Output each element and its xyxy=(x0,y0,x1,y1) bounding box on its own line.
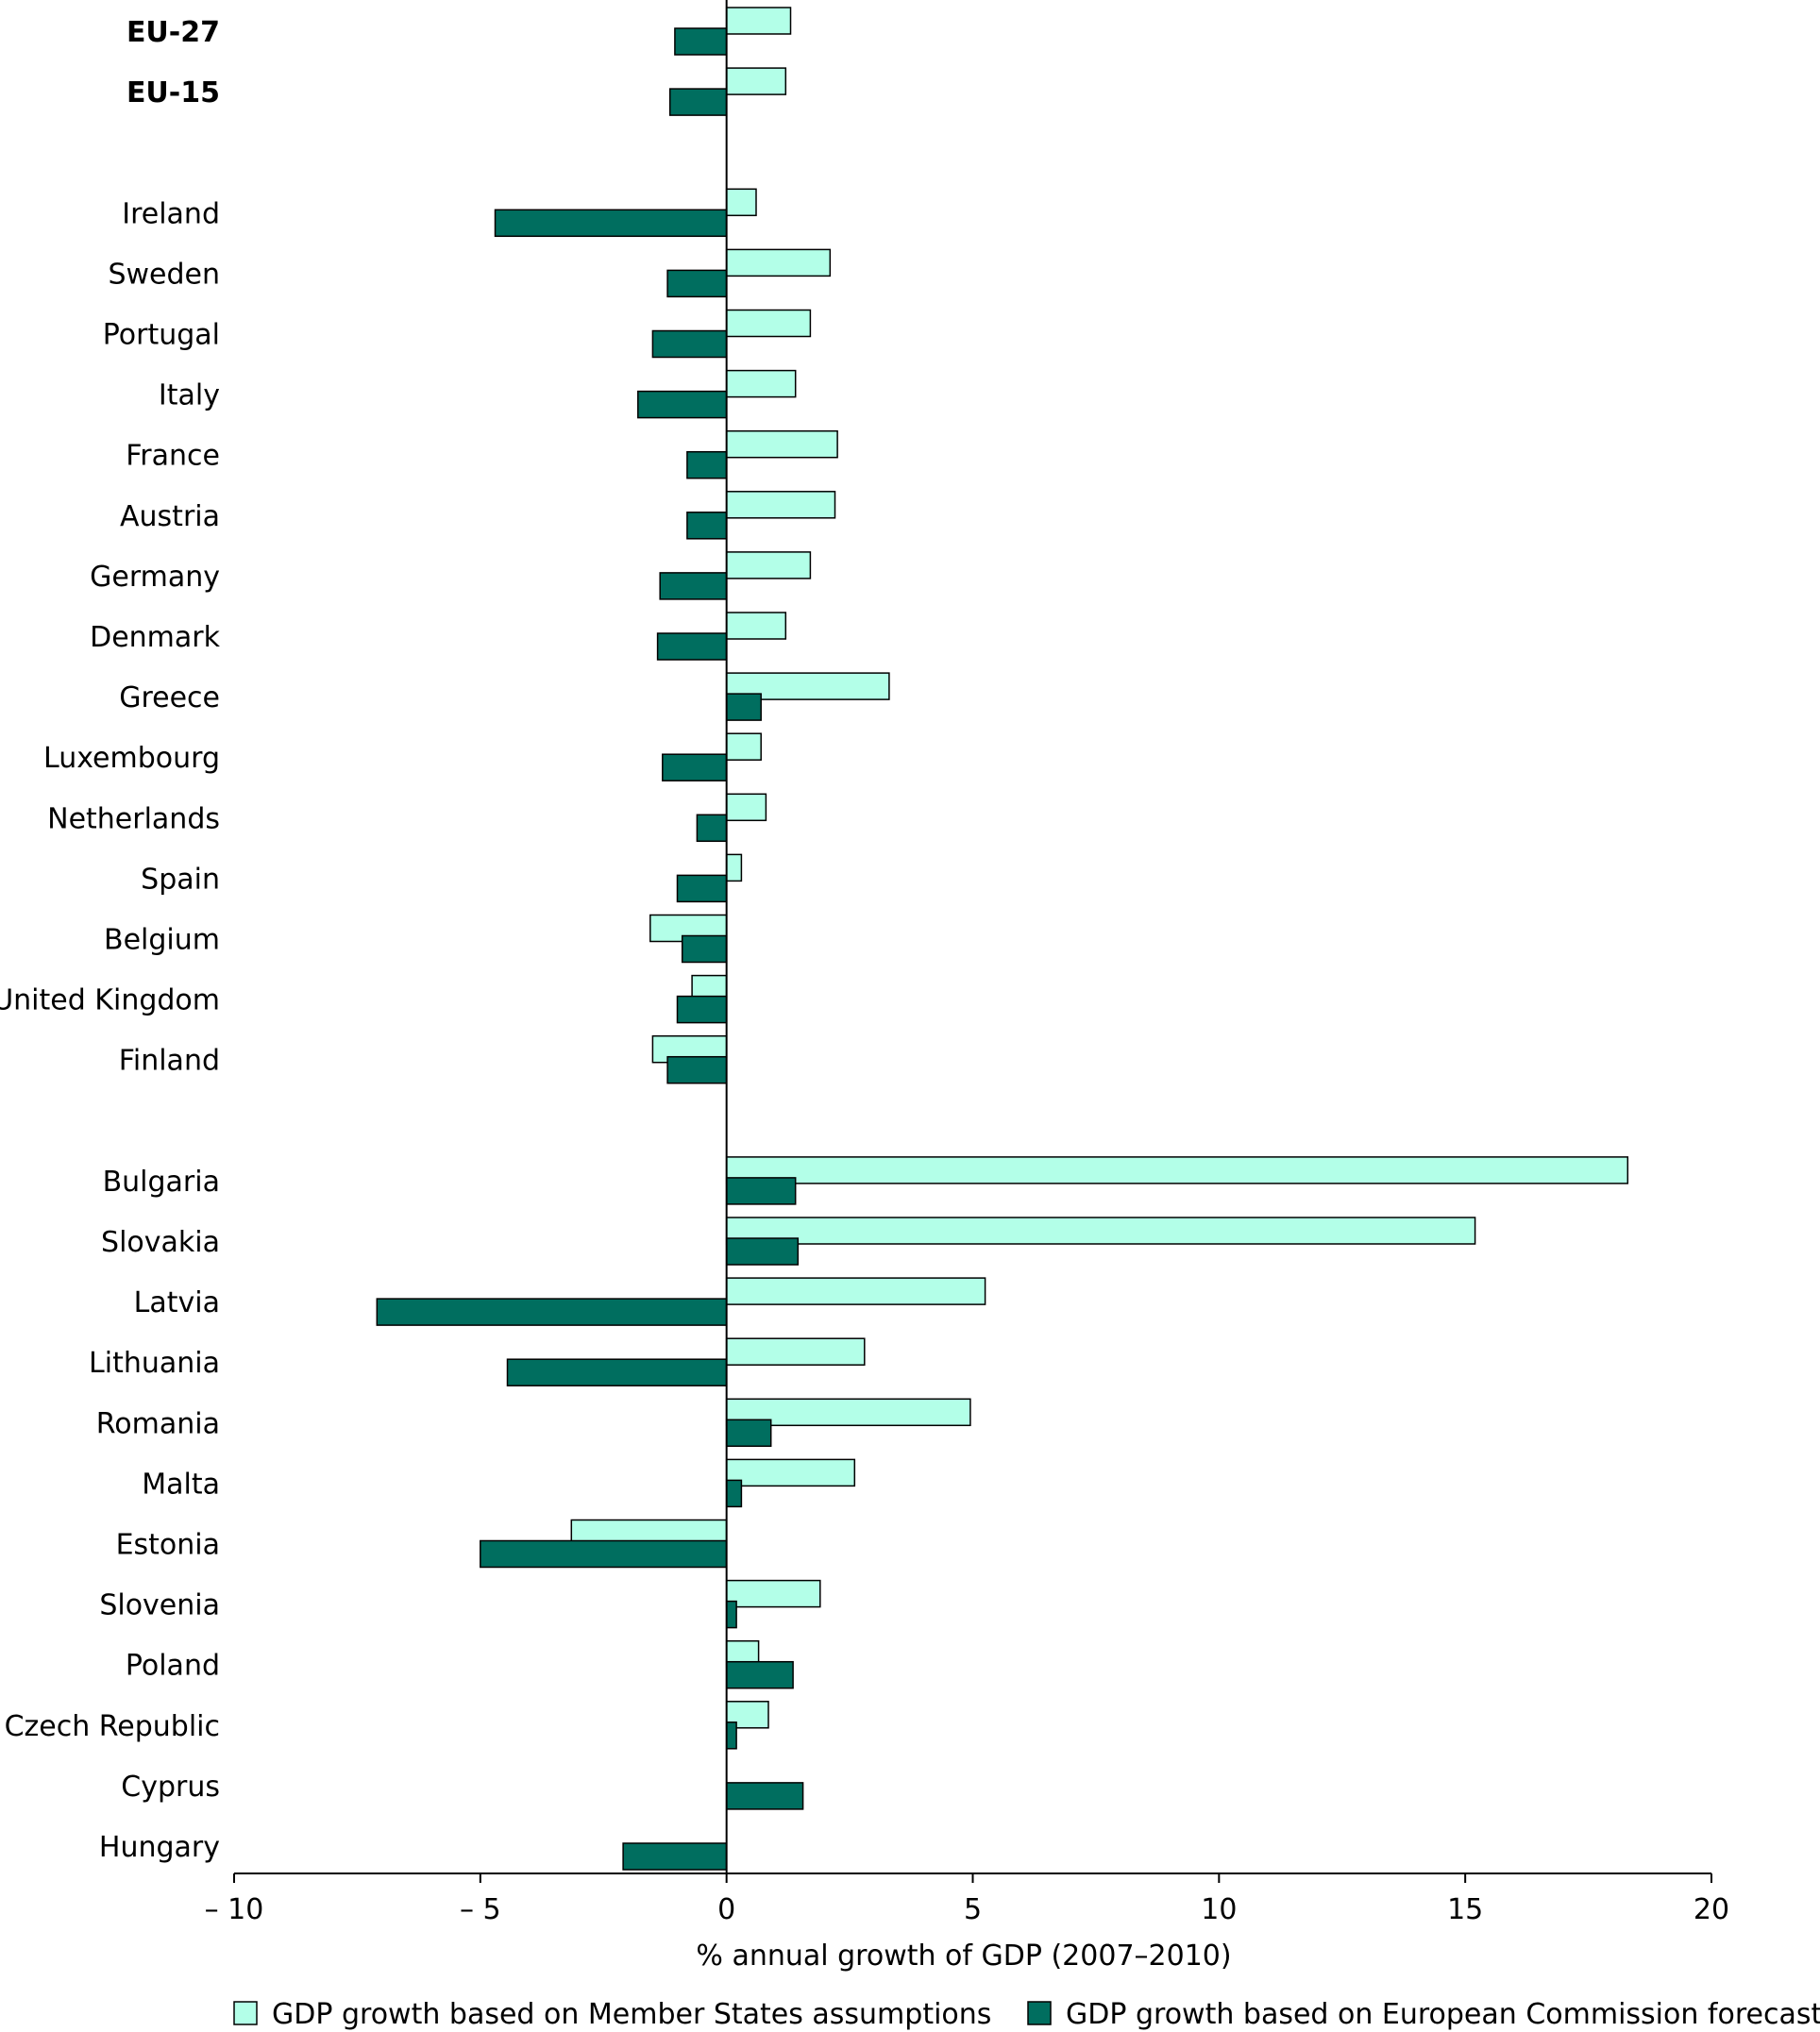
category-label-luxembourg: Luxembourg xyxy=(43,742,220,775)
bar-ms-luxembourg xyxy=(725,732,762,761)
bar-ms-eu-27 xyxy=(725,7,792,35)
bar-ec-italy xyxy=(637,390,728,419)
bar-ec-luxembourg xyxy=(662,753,728,781)
category-label-united-kingdom: United Kingdom xyxy=(0,984,220,1017)
bar-ec-cyprus xyxy=(725,1782,804,1810)
bar-ec-slovakia xyxy=(725,1237,800,1266)
bar-ec-spain xyxy=(676,874,728,903)
bar-ec-belgium xyxy=(681,934,728,964)
bar-ec-bulgaria xyxy=(725,1177,797,1205)
bar-ms-germany xyxy=(725,551,812,579)
bar-ec-slovenia xyxy=(725,1600,737,1629)
bar-ms-latvia xyxy=(725,1277,986,1305)
bar-ec-eu-15 xyxy=(668,88,728,116)
category-label-latvia: Latvia xyxy=(134,1286,220,1319)
category-label-cyprus: Cyprus xyxy=(121,1771,220,1804)
bar-ms-bulgaria xyxy=(725,1156,1629,1184)
category-label-estonia: Estonia xyxy=(116,1529,220,1562)
category-label-italy: Italy xyxy=(159,379,220,412)
bar-ec-lithuania xyxy=(506,1358,728,1386)
legend-swatch-ms xyxy=(233,2001,258,2025)
bar-ms-slovenia xyxy=(725,1579,821,1608)
bar-ms-sweden xyxy=(725,248,832,277)
category-label-poland: Poland xyxy=(126,1650,220,1683)
bar-ms-france xyxy=(725,429,838,459)
legend-label-ec: GDP growth based on European Commission … xyxy=(1066,1998,1820,2031)
bar-ec-portugal xyxy=(651,329,728,359)
bar-ms-austria xyxy=(725,491,836,519)
x-tick-label: 20 xyxy=(1694,1893,1729,1926)
bar-ec-greece xyxy=(725,693,762,721)
category-label-eu-27: EU-27 xyxy=(126,16,220,49)
category-label-france: France xyxy=(126,440,220,473)
bar-ms-netherlands xyxy=(725,793,767,822)
category-label-hungary: Hungary xyxy=(99,1831,220,1864)
x-tick-label: 0 xyxy=(717,1893,735,1926)
x-tick-label: 15 xyxy=(1447,1893,1483,1926)
category-labels: EU-27 EU-15 Ireland Sweden Portugal Italy Fran… xyxy=(0,16,221,1864)
bar-ec-austria xyxy=(686,512,728,540)
bar-ec-hungary xyxy=(622,1842,728,1871)
bar-ec-ireland xyxy=(494,209,728,238)
category-label-sweden: Sweden xyxy=(108,258,220,291)
bar-ec-eu-27 xyxy=(674,27,728,56)
category-label-slovenia: Slovenia xyxy=(99,1589,220,1622)
bar-ec-sweden xyxy=(666,269,728,298)
x-tick-label: 10 xyxy=(1201,1893,1237,1926)
bar-ec-finland xyxy=(666,1055,728,1084)
bar-ms-denmark xyxy=(725,612,787,640)
category-label-lithuania: Lithuania xyxy=(89,1347,220,1380)
bar-ms-ireland xyxy=(725,188,757,217)
x-axis-label: % annual growth of GDP (2007–2010) xyxy=(696,1940,1231,1973)
bar-ms-italy xyxy=(725,369,797,398)
legend: GDP growth based on Member States assump… xyxy=(233,1998,1820,2031)
category-label-germany: Germany xyxy=(90,561,220,594)
bar-ms-lithuania xyxy=(725,1337,866,1366)
bar-ec-latvia xyxy=(376,1298,728,1326)
category-label-belgium: Belgium xyxy=(104,924,220,957)
bar-ec-estonia xyxy=(480,1539,728,1569)
bar-ec-netherlands xyxy=(696,814,728,843)
category-label-denmark: Denmark xyxy=(90,621,221,654)
bar-ms-spain xyxy=(725,853,743,882)
category-label-bulgaria: Bulgaria xyxy=(103,1166,220,1199)
bar-ec-romania xyxy=(725,1419,772,1448)
bar-ec-france xyxy=(686,450,728,479)
bar-ms-eu-15 xyxy=(725,67,787,95)
bar-ms-slovakia xyxy=(725,1217,1476,1245)
bar-ec-czech-republic xyxy=(725,1721,737,1750)
category-label-eu-15: EU-15 xyxy=(126,76,220,109)
bar-ec-germany xyxy=(659,572,728,600)
bar-ec-malta xyxy=(725,1479,743,1508)
category-label-slovakia: Slovakia xyxy=(101,1226,220,1259)
category-label-portugal: Portugal xyxy=(103,319,220,352)
category-label-spain: Spain xyxy=(141,863,220,896)
category-label-romania: Romania xyxy=(96,1407,220,1440)
bar-ec-united-kingdom xyxy=(676,995,728,1024)
bar-ms-malta xyxy=(725,1458,856,1487)
category-label-malta: Malta xyxy=(142,1468,220,1501)
category-label-netherlands: Netherlands xyxy=(47,802,220,835)
x-tick-label: – 5 xyxy=(460,1893,501,1926)
category-label-ireland: Ireland xyxy=(122,197,220,230)
bar-ec-denmark xyxy=(656,632,728,661)
bar-ec-poland xyxy=(725,1660,794,1689)
category-label-greece: Greece xyxy=(119,681,220,714)
bars-layer xyxy=(376,7,1629,1871)
x-tick-label: – 10 xyxy=(205,1893,264,1926)
legend-swatch-ec xyxy=(1027,2001,1052,2025)
x-axis-ticks: – 10 – 5 0 5 10 15 20 xyxy=(205,1873,1729,1926)
category-label-czech-republic: Czech Republic xyxy=(5,1710,220,1743)
category-label-austria: Austria xyxy=(120,500,220,533)
bar-ms-portugal xyxy=(725,309,812,338)
category-label-finland: Finland xyxy=(119,1045,220,1078)
legend-label-ms: GDP growth based on Member States assump… xyxy=(272,1998,991,2031)
x-tick-label: 5 xyxy=(964,1893,982,1926)
